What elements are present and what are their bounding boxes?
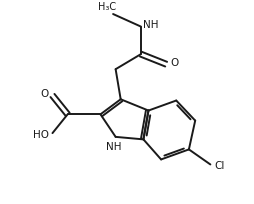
Text: H₃C: H₃C (99, 1, 117, 11)
Text: HO: HO (33, 130, 49, 140)
Text: O: O (40, 89, 49, 99)
Text: O: O (171, 58, 179, 68)
Text: NH: NH (143, 20, 158, 30)
Text: NH: NH (106, 142, 121, 152)
Text: Cl: Cl (215, 161, 225, 171)
